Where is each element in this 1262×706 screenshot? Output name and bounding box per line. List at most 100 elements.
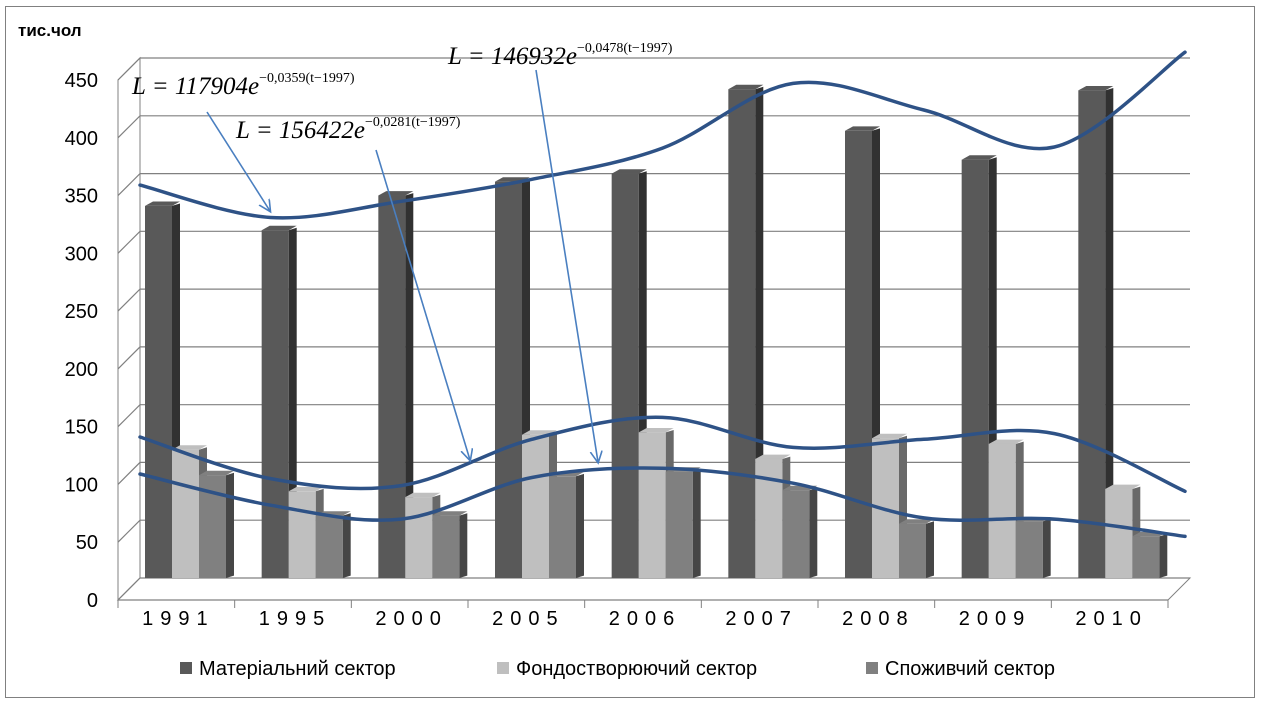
legend-swatch-fund [497,662,509,674]
bar-top [1105,484,1141,489]
equation-2-exponent: −0,0281(t−1997) [365,115,461,130]
annotation-arrows [206,69,598,462]
x-tick-label: 1991 [142,608,215,630]
bar-front [522,434,549,578]
y-tick-labels: 0 50 100 150 200 250 300 350 400 450 [65,70,98,612]
bar-top [405,492,441,498]
bar-top [288,486,324,492]
bar [611,169,647,579]
y-tick-label: 250 [65,301,98,323]
bar-front [1015,521,1043,578]
bar-front [611,173,639,579]
bar [378,191,414,578]
gridline [117,230,1190,254]
bar-side [926,521,934,578]
x-tick-label: 2005 [492,608,565,630]
equation-3-text: L = 146932 [447,43,566,70]
grid [116,56,1192,602]
equation-1-exponent: −0,0359(t−1997) [259,71,355,86]
bar-front [845,130,872,579]
y-tick-label: 300 [65,243,98,265]
bar [288,486,324,578]
x-tick-label: 2000 [375,608,448,630]
equation-2-base: e [354,117,365,144]
equation-1-text: L = 117904 [131,73,248,100]
equation-3: L = 146932e−0,0478(t−1997) [447,41,673,70]
y-tick-label: 200 [65,359,98,381]
bar [1132,532,1168,578]
x-tick-label: 2010 [1075,608,1148,630]
bar-front [899,523,926,578]
bar-side [755,86,764,579]
equation-3-base: e [566,43,577,70]
bar [665,467,701,578]
side-wall [117,56,141,602]
bar-top [845,126,880,131]
bar-top [199,470,234,476]
bar-front [405,497,433,578]
bar-top [988,439,1024,444]
bar-front [261,230,289,578]
y-tick-label: 450 [65,70,98,92]
x-tick-label: 1995 [259,608,332,630]
legend-label-material: Матеріальний сектор [199,658,396,680]
gridline [117,173,1190,197]
gridline [117,115,1190,139]
bar-side [405,193,414,578]
bar-front [961,159,989,578]
legend-swatch-material [180,662,192,674]
bar-front [728,89,756,578]
bar [261,225,297,579]
gridline [117,288,1190,312]
bar-top [755,454,791,459]
bars [145,84,1168,579]
bar-front [1078,90,1106,578]
x-axis [117,599,1169,608]
bar-side [226,472,234,578]
gridline [117,57,1190,81]
bar-top [261,225,297,231]
bar-top [638,428,674,433]
bar [1015,517,1051,578]
bar-front [378,195,406,578]
gridline [117,577,1190,601]
arrow-equation-2 [375,149,470,460]
y-tick-label: 50 [76,532,98,554]
bar-front [1105,489,1133,578]
bar-side [576,473,584,578]
y-tick-label: 0 [87,590,98,612]
arrow-equation-3 [535,69,598,462]
bar [728,84,764,579]
bar-front [432,515,460,578]
bar-front [315,515,343,578]
bar [315,511,351,578]
floor [116,577,1192,601]
gridline [117,519,1190,543]
y-tick-label: 100 [65,474,98,496]
x-tick-labels: 1991 1995 2000 2005 2006 2007 2008 2009 2010 [142,608,1148,630]
bar-front [145,205,172,578]
bar-top [899,519,934,524]
bar-side [809,487,818,578]
gridline [117,346,1190,370]
bar [199,470,234,578]
bar-top [728,84,764,90]
equation-2: L = 156422e−0,0281(t−1997) [235,115,461,144]
bar-side [692,469,701,578]
trend-line [138,50,1187,220]
bar-front [549,476,576,578]
x-tick-label: 2009 [959,608,1032,630]
bar [782,485,818,578]
bar-front [172,449,199,578]
bar-top [961,155,997,160]
x-tick-label: 2008 [842,608,915,630]
equation-2-text: L = 156422 [235,117,354,144]
gridline [117,461,1190,485]
trend-line [138,415,1187,494]
bar-side [1159,534,1168,578]
legend-swatch-consumer [866,662,878,674]
bar-top [145,201,180,206]
bar-side [1042,519,1051,578]
bar [549,471,584,578]
